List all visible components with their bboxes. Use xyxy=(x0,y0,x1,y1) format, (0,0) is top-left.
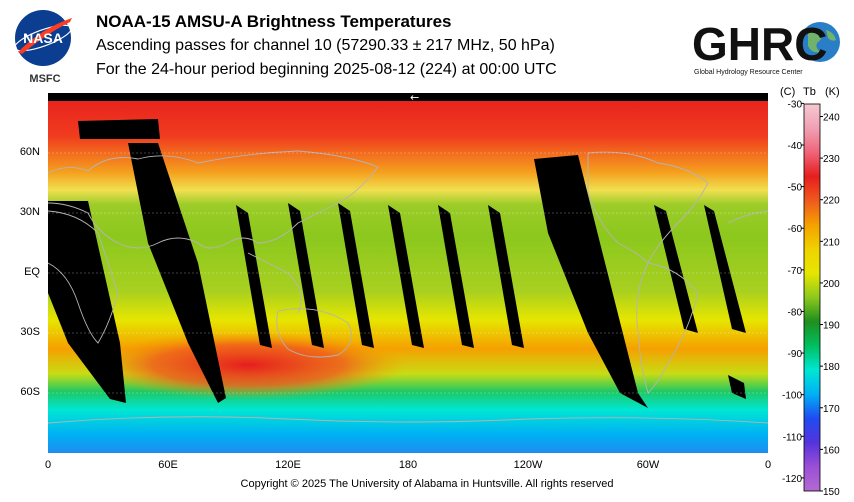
msfc-text: MSFC xyxy=(29,73,60,85)
nasa-logo: NASA MSFC xyxy=(14,10,72,85)
colorbar-header-kelvin: (K) xyxy=(825,86,840,98)
ghrc-subtitle: Global Hydrology Resource Center xyxy=(694,69,803,76)
kelvin-tick-label: 240 xyxy=(823,112,840,123)
kelvin-tick-label: 200 xyxy=(823,279,840,290)
ghrc-text: GHRC xyxy=(692,18,827,70)
celsius-tick-label: -90 xyxy=(788,349,803,360)
direction-arrow: ← xyxy=(410,93,419,104)
period-subtitle: For the 24-hour period beginning 2025-08… xyxy=(96,61,557,78)
celsius-tick-label: -110 xyxy=(783,432,803,443)
hot-anomaly-south-indian-ocean xyxy=(88,331,408,399)
lat-label-30n: 30N xyxy=(19,206,40,218)
kelvin-tick-label: 210 xyxy=(823,237,840,248)
celsius-tick-label: -50 xyxy=(788,183,803,194)
lat-label-eq: EQ xyxy=(24,266,40,278)
temperature-colorbar: 240 230 220 210 200 190 180 170 160 150 -30 -40 -50 -… xyxy=(782,100,840,495)
ghrc-logo: GHRC Global Hydrology Resource Center xyxy=(692,18,840,76)
lon-label-3: 180 xyxy=(398,459,418,471)
kelvin-tick-label: 160 xyxy=(823,445,840,456)
lat-label-30s: 30S xyxy=(20,326,40,338)
kelvin-tick-label: 230 xyxy=(823,154,840,165)
channel-subtitle: Ascending passes for channel 10 (57290.3… xyxy=(96,37,555,54)
celsius-tick-label: -70 xyxy=(788,266,803,277)
celsius-tick-label: -120 xyxy=(782,474,802,485)
coastlines xyxy=(48,150,768,424)
brightness-temperature-map: ← xyxy=(48,93,768,453)
lon-label-4: 120W xyxy=(513,459,543,471)
kelvin-tick-label: 150 xyxy=(823,487,840,495)
copyright-notice: Copyright © 2025 The University of Alaba… xyxy=(240,478,614,490)
nasa-text: NASA xyxy=(23,30,63,46)
celsius-tick-label: -30 xyxy=(788,100,803,110)
lon-label-1: 60E xyxy=(158,459,178,471)
lat-label-60s: 60S xyxy=(20,386,40,398)
kelvin-tick-label: 180 xyxy=(823,362,840,373)
kelvin-tick-label: 220 xyxy=(823,196,840,207)
lon-label-6: 0 xyxy=(764,459,772,471)
lon-label-5: 60W xyxy=(636,459,660,471)
colorbar-header-tb: Tb xyxy=(803,86,816,98)
celsius-tick-label: -100 xyxy=(782,391,802,402)
top-no-data-band xyxy=(48,93,768,101)
kelvin-tick-label: 190 xyxy=(823,321,840,332)
lon-label-2: 120E xyxy=(275,459,301,471)
celsius-tick-label: -40 xyxy=(788,141,803,152)
colorbar-gradient xyxy=(803,103,821,492)
lon-label-0: 0 xyxy=(44,459,52,471)
kelvin-tick-label: 170 xyxy=(823,404,840,415)
graticule xyxy=(48,152,768,394)
colorbar-header-celsius: (C) xyxy=(780,86,796,98)
celsius-tick-label: -60 xyxy=(788,224,803,235)
celsius-tick-label: -80 xyxy=(788,307,803,318)
lat-label-60n: 60N xyxy=(19,146,40,158)
map-title: NOAA-15 AMSU-A Brightness Temperatures xyxy=(96,12,452,31)
